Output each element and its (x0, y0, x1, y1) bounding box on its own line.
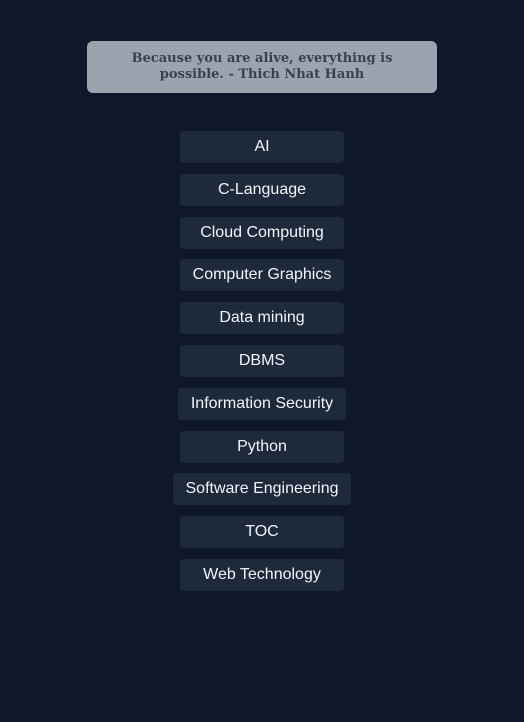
subject-button-dbms[interactable]: DBMS (180, 344, 344, 377)
subject-button-cloud-computing[interactable]: Cloud Computing (180, 216, 344, 249)
subject-button-toc[interactable]: TOC (180, 516, 344, 549)
subject-button-python[interactable]: Python (180, 430, 344, 463)
subject-button-ai[interactable]: AI (180, 131, 344, 163)
subject-button-information-security[interactable]: Information Security (177, 387, 347, 420)
subject-button-web-technology[interactable]: Web Technology (180, 558, 344, 591)
subject-button-software-engineering[interactable]: Software Engineering (172, 473, 352, 506)
quote-box: Because you are alive, everything is pos… (87, 41, 437, 93)
subject-button-c-language[interactable]: C-Language (180, 173, 344, 206)
subject-button-computer-graphics[interactable]: Computer Graphics (179, 259, 345, 292)
subject-button-data-mining[interactable]: Data mining (180, 302, 344, 335)
subject-list: AI C-Language Cloud Computing Computer G… (0, 131, 524, 602)
quote-text: Because you are alive, everything is pos… (131, 51, 393, 82)
